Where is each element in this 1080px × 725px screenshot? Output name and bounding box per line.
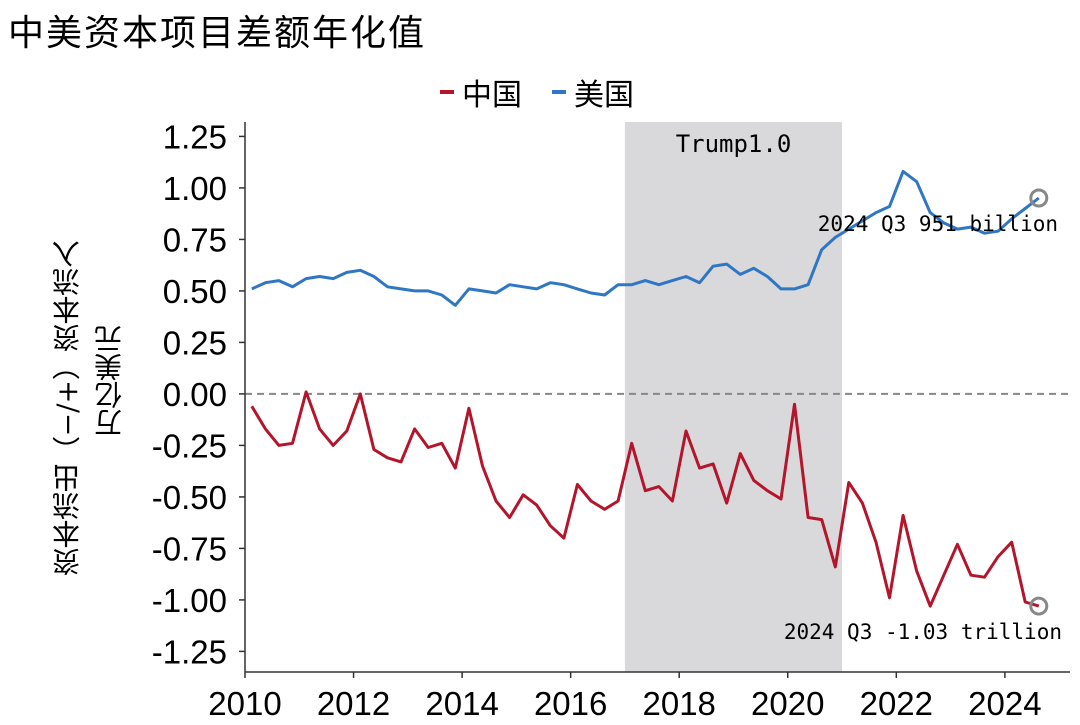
y-tick-label: 1.25	[163, 118, 227, 155]
y-tick-label: -1.25	[152, 633, 227, 670]
y-tick-label: 0.50	[163, 273, 227, 310]
shaded-region-label: Trump1.0	[676, 130, 792, 158]
y-tick-label: 1.00	[163, 170, 227, 207]
series-line-us	[251, 169, 1040, 307]
x-tick-label: 2022	[860, 685, 933, 722]
x-tick-label: 2012	[317, 685, 390, 722]
legend-label-us: 美国	[574, 78, 634, 113]
legend-item-us: 美国	[552, 70, 634, 114]
endpoint-marker-us	[1029, 188, 1049, 208]
legend-item-china: 中国	[440, 70, 522, 114]
legend-swatch-china	[440, 90, 454, 94]
annotation-china: 2024 Q3 -1.03 trillion	[784, 620, 1062, 644]
y-tick-label: 0.00	[163, 376, 227, 413]
y-tick-label: -0.50	[152, 479, 227, 516]
annotation-us: 2024 Q3 951 billion	[818, 212, 1058, 236]
series-line-china	[250, 390, 1040, 608]
x-tick-label: 2024	[968, 685, 1041, 722]
y-tick-label: 0.75	[163, 221, 227, 258]
x-tick-label: 2010	[208, 685, 281, 722]
legend: 中国 美国	[440, 70, 634, 114]
y-tick-label: -0.25	[152, 427, 227, 464]
x-tick-label: 2018	[642, 685, 715, 722]
y-tick-label: -0.75	[152, 530, 227, 567]
x-tick-label: 2016	[534, 685, 607, 722]
y-tick-label: 0.25	[163, 324, 227, 361]
legend-label-china: 中国	[462, 78, 522, 113]
legend-swatch-us	[552, 90, 566, 94]
endpoint-marker-china	[1029, 596, 1049, 616]
x-tick-label: 2014	[425, 685, 498, 722]
chart-title: 中美资本项目差额年化值	[8, 13, 427, 54]
y-tick-label: -1.00	[152, 582, 227, 619]
shaded-region-trump	[624, 122, 843, 672]
x-tick-label: 2020	[751, 685, 824, 722]
